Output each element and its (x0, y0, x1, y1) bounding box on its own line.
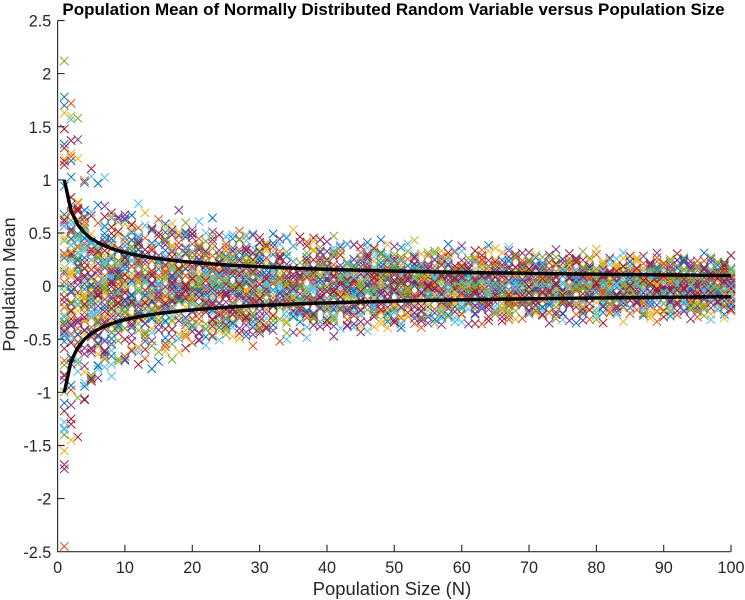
svg-text:30: 30 (251, 559, 269, 577)
svg-text:50: 50 (385, 559, 403, 577)
svg-text:10: 10 (116, 559, 134, 577)
svg-text:0: 0 (53, 559, 62, 577)
svg-text:Population Mean: Population Mean (0, 217, 19, 351)
svg-text:0: 0 (42, 278, 51, 296)
svg-text:40: 40 (318, 559, 336, 577)
svg-text:70: 70 (520, 559, 538, 577)
svg-text:-2: -2 (37, 491, 51, 509)
svg-text:90: 90 (655, 559, 673, 577)
svg-text:80: 80 (587, 559, 605, 577)
svg-text:Population Size (N): Population Size (N) (313, 578, 471, 599)
svg-text:-0.5: -0.5 (23, 331, 51, 349)
svg-text:0.5: 0.5 (29, 225, 52, 243)
svg-text:-2.5: -2.5 (23, 544, 51, 562)
svg-text:1: 1 (42, 172, 51, 190)
svg-text:100: 100 (717, 559, 744, 577)
svg-text:-1.5: -1.5 (23, 438, 51, 456)
svg-text:2.5: 2.5 (29, 13, 52, 31)
svg-text:Population Mean of Normally Di: Population Mean of Normally Distributed … (62, 0, 724, 19)
svg-text:1.5: 1.5 (29, 119, 52, 137)
svg-text:-1: -1 (37, 384, 51, 402)
svg-text:2: 2 (42, 66, 51, 84)
svg-text:60: 60 (453, 559, 471, 577)
svg-text:20: 20 (183, 559, 201, 577)
